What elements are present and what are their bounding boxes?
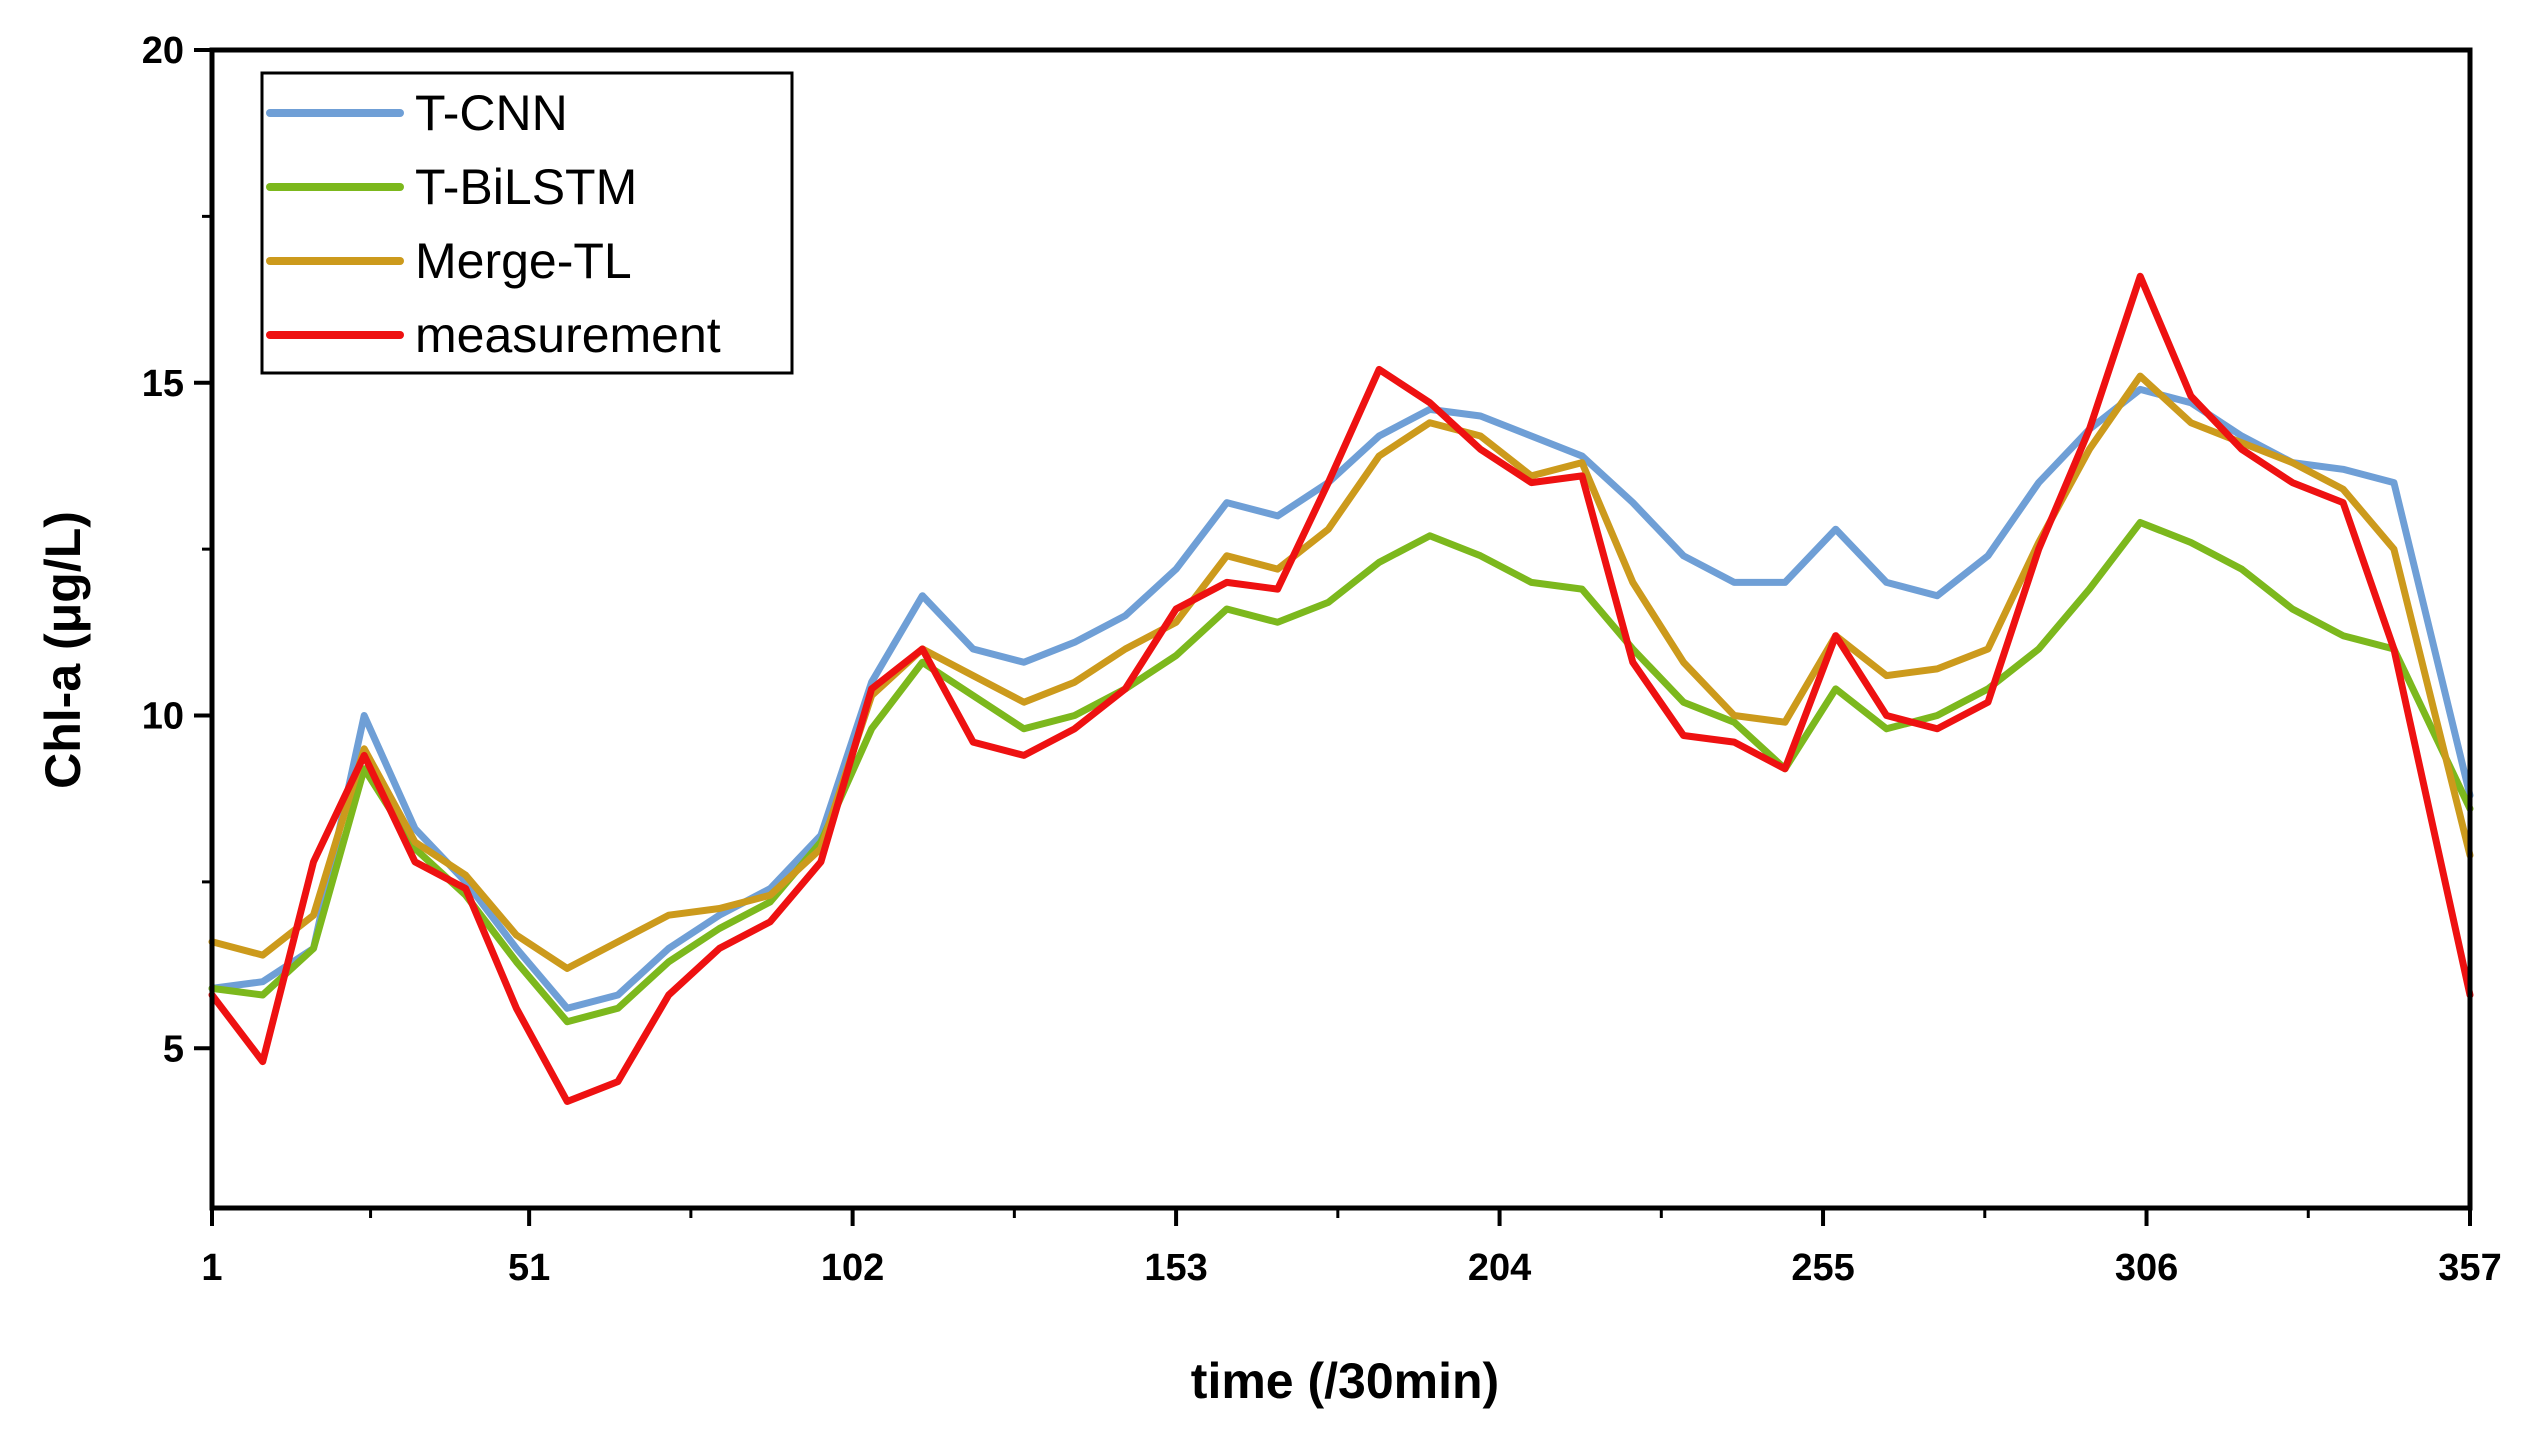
series-line-1 <box>208 519 2474 1026</box>
x-tick-label: 102 <box>821 1247 884 1289</box>
legend-label-2: Merge-TL <box>415 233 632 289</box>
axis-tick-labels: 1 51 102 153 204 255 306 357 5 10 15 20 <box>142 30 2502 1289</box>
x-tick-label: 1 <box>201 1247 222 1289</box>
x-tick-label: 204 <box>1468 1247 1531 1289</box>
legend-label-3: measurement <box>415 307 721 363</box>
x-tick-label: 51 <box>508 1247 550 1289</box>
legend-label-1: T-BiLSTM <box>415 159 637 215</box>
legend: T-CNN T-BiLSTM Merge-TL measurement <box>260 71 794 375</box>
x-axis-title: time (/30min) <box>1191 1353 1499 1409</box>
y-tick-label: 20 <box>142 30 184 72</box>
x-tick-label: 357 <box>2438 1247 2501 1289</box>
x-tick-label: 255 <box>1791 1247 1854 1289</box>
series-line-2 <box>208 372 2474 972</box>
y-tick-label: 5 <box>163 1028 184 1070</box>
y-tick-label: 10 <box>142 696 184 738</box>
series-line-0 <box>208 385 2474 1012</box>
x-tick-label: 306 <box>2115 1247 2178 1289</box>
series-line-3 <box>208 272 2474 1105</box>
axis-ticks <box>194 48 2472 1226</box>
x-tick-label: 153 <box>1144 1247 1207 1289</box>
plot-lines <box>208 272 2474 1105</box>
legend-frame <box>260 71 794 375</box>
y-axis-title: Chl-a (μg/L) <box>35 511 91 789</box>
y-tick-label: 15 <box>142 363 184 405</box>
plot-frame <box>209 47 2473 1211</box>
legend-label-0: T-CNN <box>415 85 568 141</box>
